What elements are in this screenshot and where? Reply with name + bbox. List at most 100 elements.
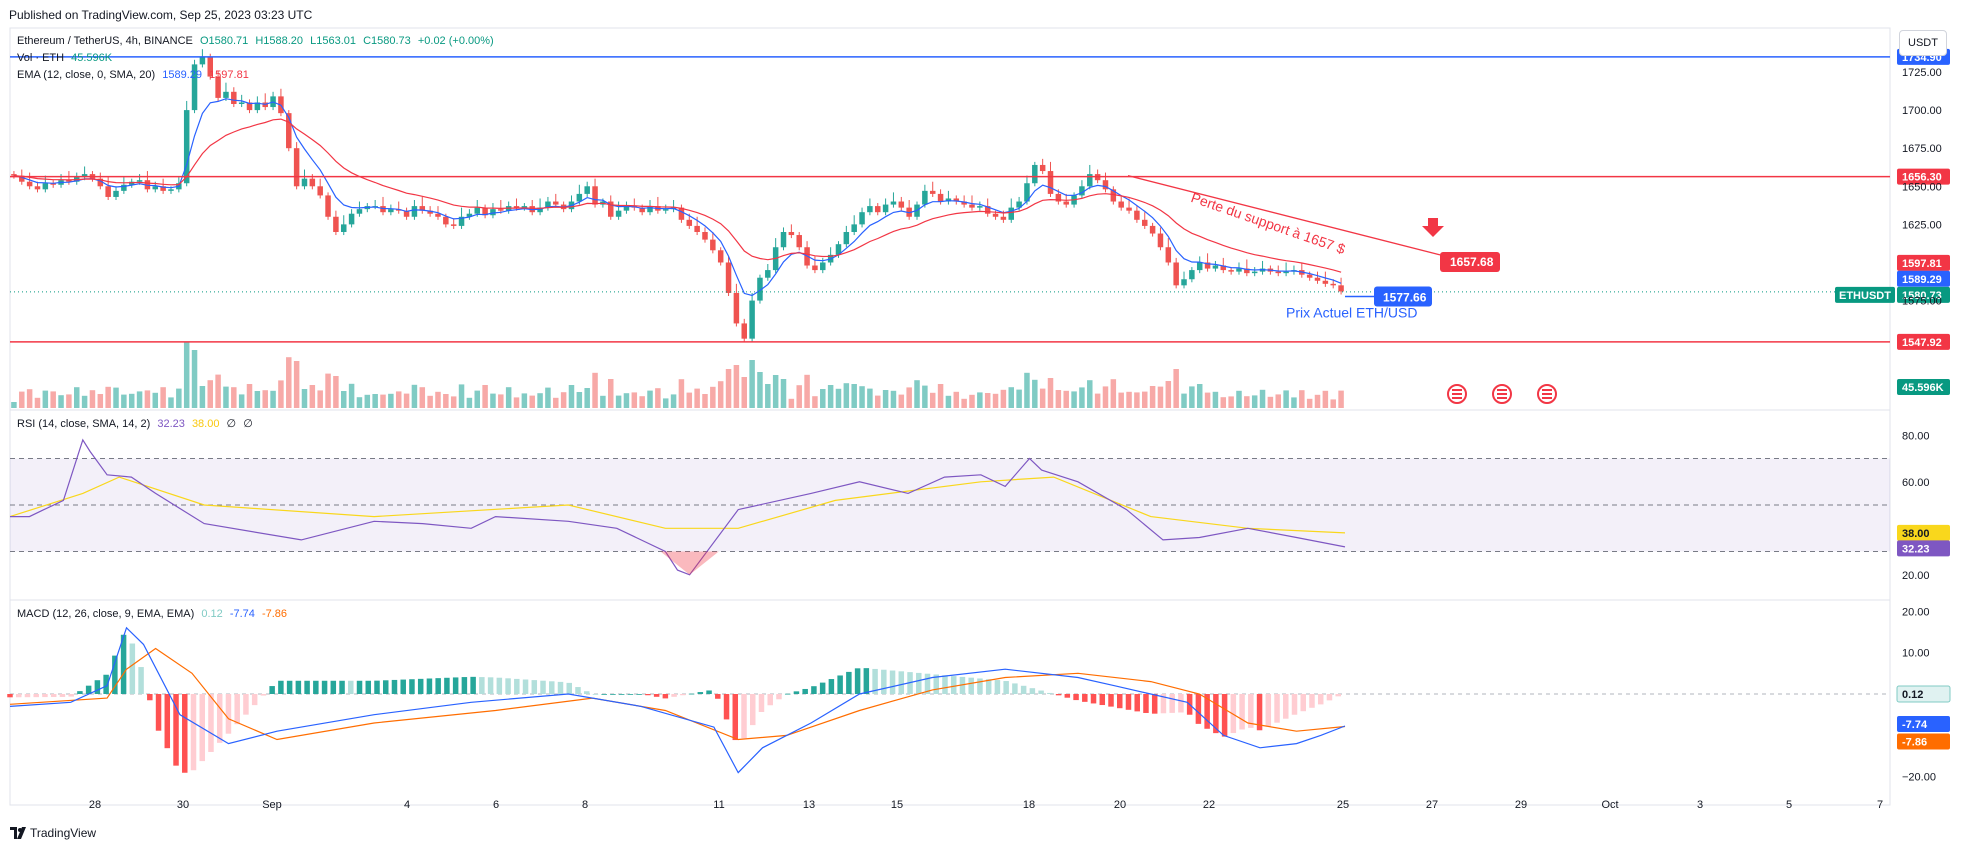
volume-bar — [576, 392, 583, 408]
macd-histogram-bar — [374, 680, 380, 694]
candle-body — [867, 206, 873, 213]
candle-body — [1228, 270, 1234, 272]
volume-bar — [81, 395, 88, 408]
volume-bar — [1008, 387, 1014, 408]
candle-body — [788, 232, 795, 236]
volume-label[interactable]: Vol · ETH — [17, 52, 65, 64]
date-tick-label: 8 — [582, 799, 588, 811]
rsi-tick-label: 60.00 — [1902, 477, 1930, 489]
volume-bar — [1000, 389, 1007, 408]
macd-histogram-bar — [103, 674, 109, 694]
volume-bar — [702, 394, 708, 408]
volume-bar — [827, 385, 834, 408]
candle-body — [19, 175, 25, 182]
candle-body — [66, 180, 72, 182]
candle-body — [1330, 283, 1336, 286]
candle-body — [450, 224, 457, 226]
macd-label[interactable]: MACD (12, 26, close, 9, EMA, EMA) — [17, 608, 195, 620]
volume-bar — [1149, 386, 1156, 408]
macd-histogram-bar — [968, 677, 974, 694]
candle-body — [1134, 210, 1140, 220]
macd-histogram-bar — [444, 677, 450, 694]
macd-histogram-bar — [636, 694, 642, 695]
volume-bar — [246, 384, 253, 408]
price-levels: 1734.901656.301547.921597.811589.291580.… — [10, 48, 1950, 395]
macd-histogram-bar — [977, 678, 983, 694]
volume-bar — [859, 386, 865, 408]
price-tag: 1597.81 — [1902, 258, 1942, 270]
macd-histogram-bar — [889, 670, 896, 694]
volume-bar — [615, 395, 622, 408]
macd-histogram-bar — [391, 679, 398, 694]
volume-bar — [223, 386, 229, 408]
volume-bar — [600, 395, 606, 408]
candle-body — [1157, 233, 1164, 248]
macd-histogram-bar — [671, 694, 677, 697]
macd-histogram-bar — [243, 694, 249, 715]
macd-histogram-bar — [182, 694, 188, 773]
tradingview-brand: TradingView — [30, 826, 97, 840]
volume-bar — [333, 376, 339, 408]
candle-body — [835, 244, 842, 255]
candle-body — [1236, 268, 1242, 272]
macd-histogram-bar — [645, 694, 651, 696]
candle-body — [882, 204, 889, 213]
volume-bar — [945, 395, 952, 408]
candle-body — [608, 201, 614, 217]
candle-body — [50, 183, 56, 185]
macd-histogram-bar — [15, 694, 22, 698]
volume-bar — [1063, 390, 1069, 408]
volume-bar — [835, 388, 842, 408]
volume-bar — [757, 372, 763, 408]
candle-body — [678, 207, 685, 220]
candle-body — [1244, 268, 1250, 274]
volume-bar — [1142, 391, 1148, 408]
macd-histogram-bar — [793, 691, 800, 694]
volume-bar — [560, 392, 567, 408]
rsi-label[interactable]: RSI (14, close, SMA, 14, 2) — [17, 418, 151, 430]
volume-bar — [922, 385, 928, 408]
ema-value: 1589.29 — [162, 69, 202, 81]
macd-histogram-bar — [767, 694, 773, 706]
volume-bar — [309, 385, 316, 408]
symbol-title[interactable]: Ethereum / TetherUS, 4h, BINANCE — [17, 35, 193, 47]
macd-histogram-bar — [662, 694, 669, 699]
candle-body — [615, 210, 622, 217]
label-blue: 1577.66 — [1383, 291, 1427, 305]
ema-label[interactable]: EMA (12, close, 0, SMA, 20) — [17, 69, 156, 81]
candle-body — [105, 186, 111, 197]
macd-histogram-bar — [339, 680, 345, 694]
price-tag-bg — [1897, 270, 1950, 287]
volume-bar — [1181, 393, 1187, 408]
volume-bar — [686, 392, 693, 408]
candle-body — [1000, 216, 1007, 220]
volume-bar — [1220, 397, 1227, 408]
sma-value: 1597.81 — [209, 69, 249, 81]
volume-bar — [961, 398, 967, 408]
macd-histogram-bar — [348, 680, 354, 694]
macd-histogram-bar — [680, 694, 686, 696]
candle-body — [1149, 225, 1156, 234]
candle-body — [317, 186, 323, 196]
candle-body — [639, 207, 645, 213]
price-tag: 1589.29 — [1902, 274, 1942, 286]
candle-body — [160, 186, 166, 191]
candle-body — [1087, 174, 1093, 187]
ohlc-change: +0.02 (+0.00%) — [417, 35, 494, 47]
macd-histogram-bar — [592, 694, 599, 695]
volume-bar — [1110, 379, 1117, 408]
volume-bar — [458, 384, 465, 408]
macd-histogram-bar — [994, 680, 1001, 694]
rsi-line — [10, 438, 1346, 576]
macd-histogram-bar — [819, 682, 826, 694]
macd-histogram-bar — [549, 681, 555, 694]
candlesticks — [11, 49, 1344, 342]
candle-body — [757, 277, 763, 301]
volume-bar — [584, 388, 590, 408]
tradingview-footer: TradingView — [10, 826, 96, 840]
volume-bar — [160, 387, 166, 408]
date-tick-label: 15 — [891, 799, 903, 811]
price-level-tag: 1547.92 — [1902, 337, 1942, 349]
currency-unit-button[interactable]: USDT — [1899, 30, 1947, 56]
rsi-tag: 32.23 — [1902, 543, 1930, 555]
